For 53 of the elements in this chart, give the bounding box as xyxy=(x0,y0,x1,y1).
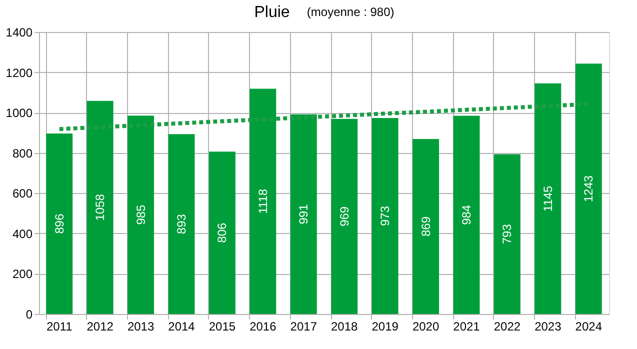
line-series xyxy=(57,102,591,132)
x-tick-label: 2014 xyxy=(168,320,196,334)
data-label: 984 xyxy=(460,204,474,225)
y-tick-label: 0 xyxy=(26,308,33,322)
x-tick-label: 2017 xyxy=(290,320,318,334)
bar xyxy=(412,138,440,314)
data-label: 1058 xyxy=(93,194,108,221)
data-label: 893 xyxy=(174,214,188,234)
bar xyxy=(331,118,358,314)
y-tick-label: 1400 xyxy=(6,26,33,40)
bar xyxy=(250,88,276,314)
bar xyxy=(208,152,236,314)
data-label: 969 xyxy=(337,206,352,226)
x-tick-label: 2013 xyxy=(127,320,154,334)
data-label: 991 xyxy=(296,204,311,224)
bar xyxy=(575,64,602,314)
x-tick-label: 2018 xyxy=(331,320,358,334)
x-tick-label: 2012 xyxy=(86,320,114,334)
y-tick-label: 1200 xyxy=(6,66,33,80)
bar xyxy=(128,116,154,314)
y-tick-label: 200 xyxy=(12,267,33,282)
bar xyxy=(534,83,562,314)
data-label: 1145 xyxy=(540,185,555,212)
bar xyxy=(290,114,317,314)
x-tick-label: 2020 xyxy=(412,320,440,334)
chart-subtitle: (moyenne : 980) xyxy=(306,5,394,19)
x-tick-label: 2024 xyxy=(575,320,602,334)
bar xyxy=(168,134,195,314)
x-tick-label: 2011 xyxy=(46,320,73,334)
data-label: 806 xyxy=(215,222,230,243)
y-tick-label: 600 xyxy=(12,186,33,201)
x-tick-label: 2023 xyxy=(534,320,562,334)
y-tick-label: 400 xyxy=(12,226,33,241)
bar xyxy=(372,118,398,314)
data-label: 793 xyxy=(500,224,514,244)
data-label: 1243 xyxy=(582,175,596,202)
data-label: 869 xyxy=(418,216,433,236)
data-label: 896 xyxy=(52,213,66,234)
bar xyxy=(494,154,520,314)
y-tick-label: 1000 xyxy=(6,106,33,120)
data-label: 985 xyxy=(134,204,148,225)
x-tick-label: 2015 xyxy=(208,320,236,334)
x-tick-label: 2019 xyxy=(372,320,399,334)
y-tick-label: 800 xyxy=(12,146,33,160)
chart-title: Pluie xyxy=(254,4,290,21)
x-tick-label: 2016 xyxy=(250,320,277,334)
bar xyxy=(86,100,114,314)
data-label: 1118 xyxy=(256,188,270,214)
x-tick-label: 2021 xyxy=(453,320,480,334)
data-label: 973 xyxy=(378,206,392,226)
bar xyxy=(453,116,480,314)
x-tick-label: 2022 xyxy=(494,320,521,334)
bar xyxy=(46,134,73,314)
